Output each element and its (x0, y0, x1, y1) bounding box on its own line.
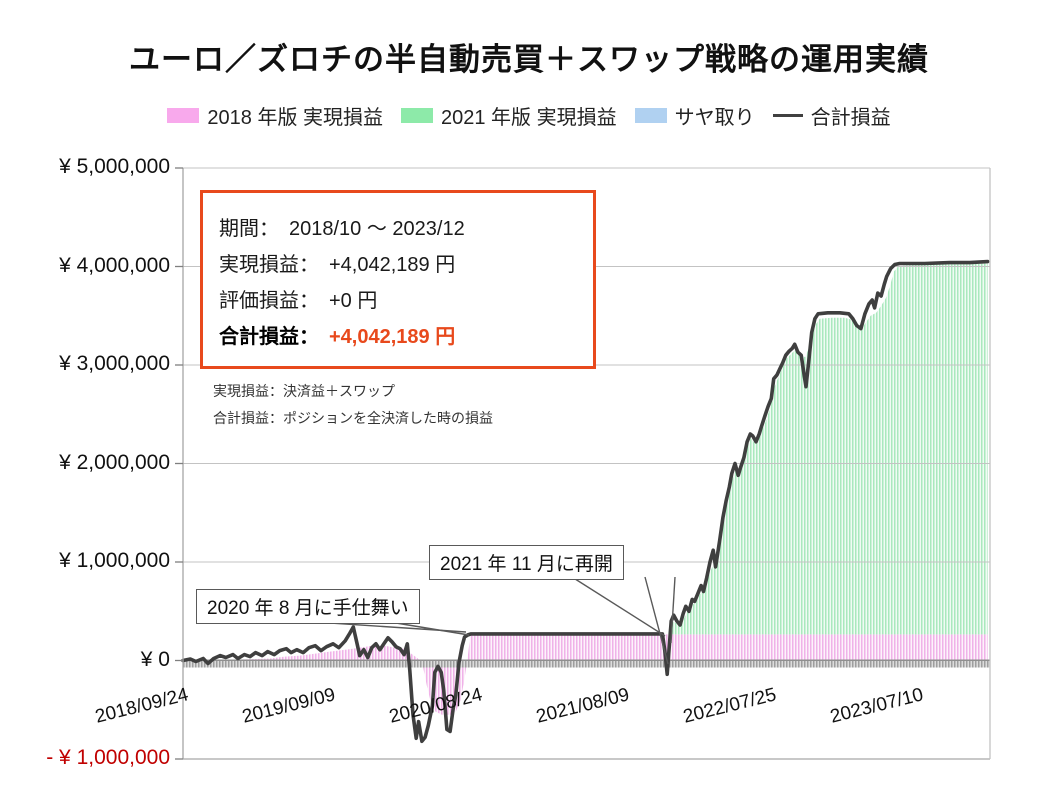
y-axis-label: ¥ 3,000,000 (59, 352, 170, 375)
y-axis-label: ¥ 1,000,000 (59, 549, 170, 572)
realized-pl-row: 実現損益： +4,042,189 円 (219, 254, 456, 276)
total-pl-row: 合計損益： +4,042,189 円 (219, 326, 456, 348)
legend-label: 2021 年版 実現損益 (441, 107, 617, 129)
summary-info-box: 期間： 2018/10 ～ 2023/12 実現損益： +4,042,189 円 評… (200, 190, 596, 369)
y-axis-label: ¥ 2,000,000 (59, 450, 170, 474)
line-swatch-icon (772, 114, 803, 117)
chart-legend: 2018 年版 実現損益 2021 年版 実現損益 サヤ取り 合計損益 (0, 101, 1058, 130)
footnotes: 実現損益：決済益＋スワップ 合計損益：ポジションを全決済した時の損益 (213, 378, 493, 432)
footnote-total: 合計損益：ポジションを全決済した時の損益 (213, 410, 493, 426)
legend-label: サヤ取り (674, 107, 755, 129)
legend-item-2018: 2018 年版 実現損益 (167, 101, 383, 130)
legend-item-total: 合計損益 (772, 101, 891, 130)
annotation-restart-nov-2021: 2021 年 11 月に再開 (429, 545, 624, 580)
pink-swatch-icon (167, 108, 200, 123)
blue-swatch-icon (634, 108, 667, 123)
legend-label: 2018 年版 実現損益 (207, 107, 383, 129)
valuation-pl-row: 評価損益： +0 円 (219, 290, 378, 312)
period-row: 期間： 2018/10 ～ 2023/12 (219, 218, 465, 240)
legend-item-2021: 2021 年版 実現損益 (401, 101, 617, 130)
y-axis-label: ¥ 5,000,000 (59, 155, 170, 178)
y-axis-label: ¥ 0 (140, 647, 170, 671)
annotation-close-aug-2020: 2020 年 8 月に手仕舞い (196, 589, 420, 624)
legend-label: 合計損益 (810, 107, 891, 129)
green-swatch-icon (401, 108, 433, 123)
y-axis-label-negative: - ¥ 1,000,000 (46, 746, 170, 769)
legend-item-saya: サヤ取り (634, 101, 755, 130)
y-axis-label: ¥ 4,000,000 (59, 253, 170, 277)
footnote-realized: 実現損益：決済益＋スワップ (213, 383, 395, 399)
page-title: ユーロ／ズロチの半自動売買＋スワップ戦略の運用実績 (129, 42, 929, 77)
